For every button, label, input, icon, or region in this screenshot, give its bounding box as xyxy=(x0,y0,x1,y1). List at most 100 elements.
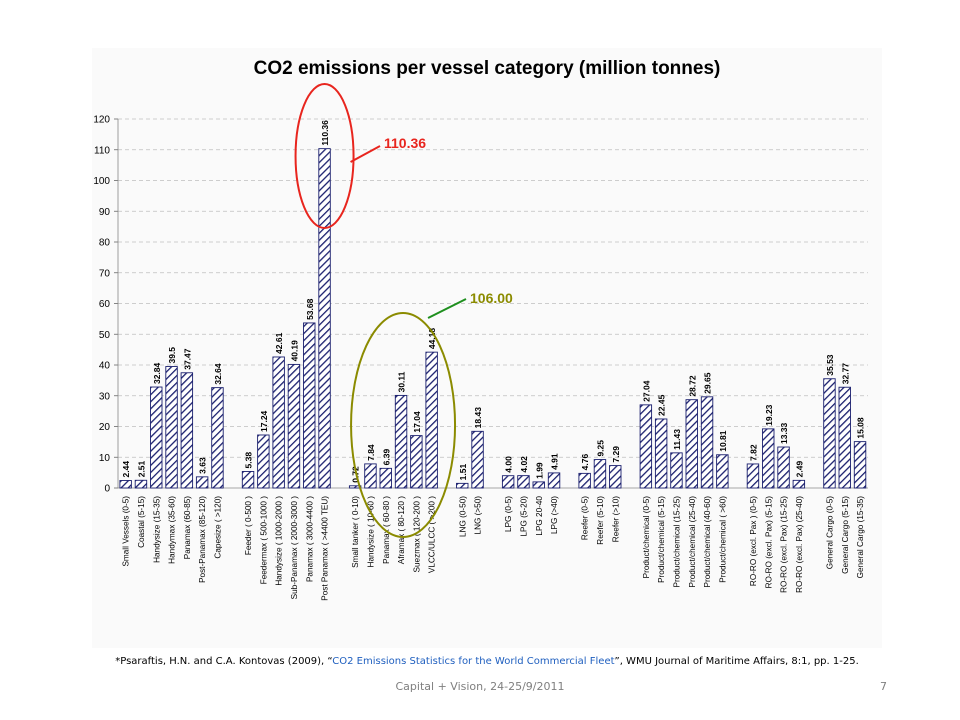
bar xyxy=(195,476,209,489)
bar xyxy=(241,471,255,489)
bar-value-label: 22.45 xyxy=(657,394,667,416)
y-tick-label: 80 xyxy=(99,238,111,249)
y-tick-label: 40 xyxy=(99,361,111,372)
bar-value-label: 7.29 xyxy=(611,446,621,463)
bar-value-label: 15.08 xyxy=(856,417,866,439)
bar-value-label: 13.33 xyxy=(779,422,789,444)
x-category-label: Handysize (15-35) xyxy=(152,496,161,563)
bar-value-label: 5.38 xyxy=(244,452,254,469)
bar xyxy=(150,386,163,489)
bar xyxy=(318,148,331,489)
bar-value-label: 53.68 xyxy=(305,298,315,320)
bar xyxy=(364,463,377,489)
x-category-label: Coastal (5-15) xyxy=(137,496,146,548)
bar-value-label: 4.00 xyxy=(504,456,514,473)
x-category-label: Handymax (35-60) xyxy=(168,496,177,564)
y-tick-label: 10 xyxy=(99,453,111,464)
y-tick-label: 70 xyxy=(99,268,111,279)
y-tick-label: 90 xyxy=(99,207,111,218)
bar-value-label: 9.25 xyxy=(595,440,605,457)
bar-value-label: 32.64 xyxy=(213,363,223,385)
bar-value-label: 27.04 xyxy=(641,380,651,402)
bar xyxy=(272,356,285,489)
x-category-label: Product/chemical (40-60) xyxy=(703,496,712,588)
bar-value-label: 44.18 xyxy=(427,328,437,350)
bar-value-label: 39.5 xyxy=(167,347,177,364)
bar-value-label: 2.44 xyxy=(121,461,131,478)
bar-value-label: 29.65 xyxy=(703,372,713,394)
bar xyxy=(394,394,408,489)
bar xyxy=(823,378,836,489)
bar xyxy=(639,404,653,489)
bar xyxy=(609,465,622,489)
x-category-label: Feeder ( 0-500 ) xyxy=(244,496,253,555)
x-category-label: Product/chemical (25-40) xyxy=(688,496,697,588)
olive-ellipse-highlight xyxy=(350,312,457,538)
bar-value-label: 17.04 xyxy=(412,411,422,433)
bar-value-label: 37.47 xyxy=(182,348,192,370)
bar-value-label: 18.43 xyxy=(473,407,483,429)
bar xyxy=(211,387,224,489)
citation: *Psaraftis, H.N. and C.A. Kontovas (2009… xyxy=(92,656,882,667)
x-category-label: Sub-Panamax ( 2000-3000 ) xyxy=(290,496,299,600)
bar xyxy=(853,441,867,489)
citation-title: CO2 Emissions Statistics for the World C… xyxy=(332,656,615,667)
bar xyxy=(746,463,760,489)
bar xyxy=(593,459,607,489)
x-category-label: Product/chemical (15-25) xyxy=(672,496,681,588)
bar xyxy=(777,446,790,489)
y-axis: 0 10 20 30 40 50 60 70 80 90 100 110 120 xyxy=(93,115,868,495)
x-category-label: Reefer (>10) xyxy=(611,496,620,542)
x-category-label: LPG (0-5) xyxy=(504,496,513,532)
bar xyxy=(501,475,515,489)
y-tick-label: 100 xyxy=(93,176,110,187)
x-category-label: Handysize ( 10-60 ) xyxy=(366,496,375,568)
chart-title: CO2 emissions per vessel category (milli… xyxy=(253,58,721,79)
chart-panel xyxy=(92,48,882,648)
page-number: 7 xyxy=(880,680,887,693)
x-category-label: LNG (0-50) xyxy=(458,496,467,537)
bar-value-label: 30.11 xyxy=(397,371,407,392)
x-category-label: RO-RO (excl. Pax) (25-40) xyxy=(795,496,804,593)
x-category-label: VLCC/ULCC ( >200 ) xyxy=(428,496,437,573)
bar xyxy=(792,479,806,489)
annotations: 110.36 106.00 xyxy=(294,83,513,538)
x-category-label: RO-RO (excl. Pax) (5-15) xyxy=(764,496,773,589)
bar xyxy=(287,363,301,489)
x-category-label: RO-RO (excl. Pax) (15-25) xyxy=(780,496,789,593)
bar xyxy=(257,434,270,489)
x-category-label: LPG (5-20) xyxy=(519,496,528,537)
bar xyxy=(165,366,178,489)
bar-value-label: 4.02 xyxy=(519,456,529,473)
citation-prefix: *Psaraftis, H.N. and C.A. Kontovas (2009… xyxy=(115,656,333,667)
bar-value-label: 110.36 xyxy=(320,120,330,146)
annotation-olive: 106.00 xyxy=(470,290,513,306)
bar xyxy=(425,351,438,489)
x-category-label: Product/chemical (5-15) xyxy=(657,496,666,583)
x-category-label: Handysize ( 1000-2000 ) xyxy=(275,496,284,586)
bar-value-label: 1.99 xyxy=(534,462,544,479)
bar xyxy=(456,482,469,489)
bars: 2.44 Small Vessels (0-5) 2.51 Coastal (5-15… xyxy=(119,120,867,601)
x-category-label: Product/chemical (0-5) xyxy=(642,496,651,579)
x-category-label: Small tanker ( 0-10) xyxy=(351,496,360,568)
bar xyxy=(119,480,132,489)
x-category-label: Post-Panamax (85-120) xyxy=(198,496,207,583)
x-category-label: RO-RO (excl. Pax ) (0-5) xyxy=(749,496,758,586)
bar-value-label: 2.49 xyxy=(794,461,804,478)
bar-value-label: 2.51 xyxy=(136,460,146,477)
x-category-label: General Cargo (15-35) xyxy=(856,496,865,579)
x-category-label: Aframax ( 80-120 ) xyxy=(397,496,406,565)
x-category-label: LNG (>50) xyxy=(474,496,483,535)
green-pointer-line xyxy=(427,298,467,319)
x-category-label: LPG 20-40 xyxy=(535,496,544,536)
bar xyxy=(716,454,729,489)
y-tick-label: 50 xyxy=(99,330,111,341)
bar-value-label: 35.53 xyxy=(825,354,835,376)
bar-value-label: 32.77 xyxy=(840,363,850,385)
y-tick-label: 60 xyxy=(99,299,111,310)
bar xyxy=(471,430,484,489)
bar xyxy=(517,475,530,489)
bar-value-label: 32.84 xyxy=(152,362,162,384)
